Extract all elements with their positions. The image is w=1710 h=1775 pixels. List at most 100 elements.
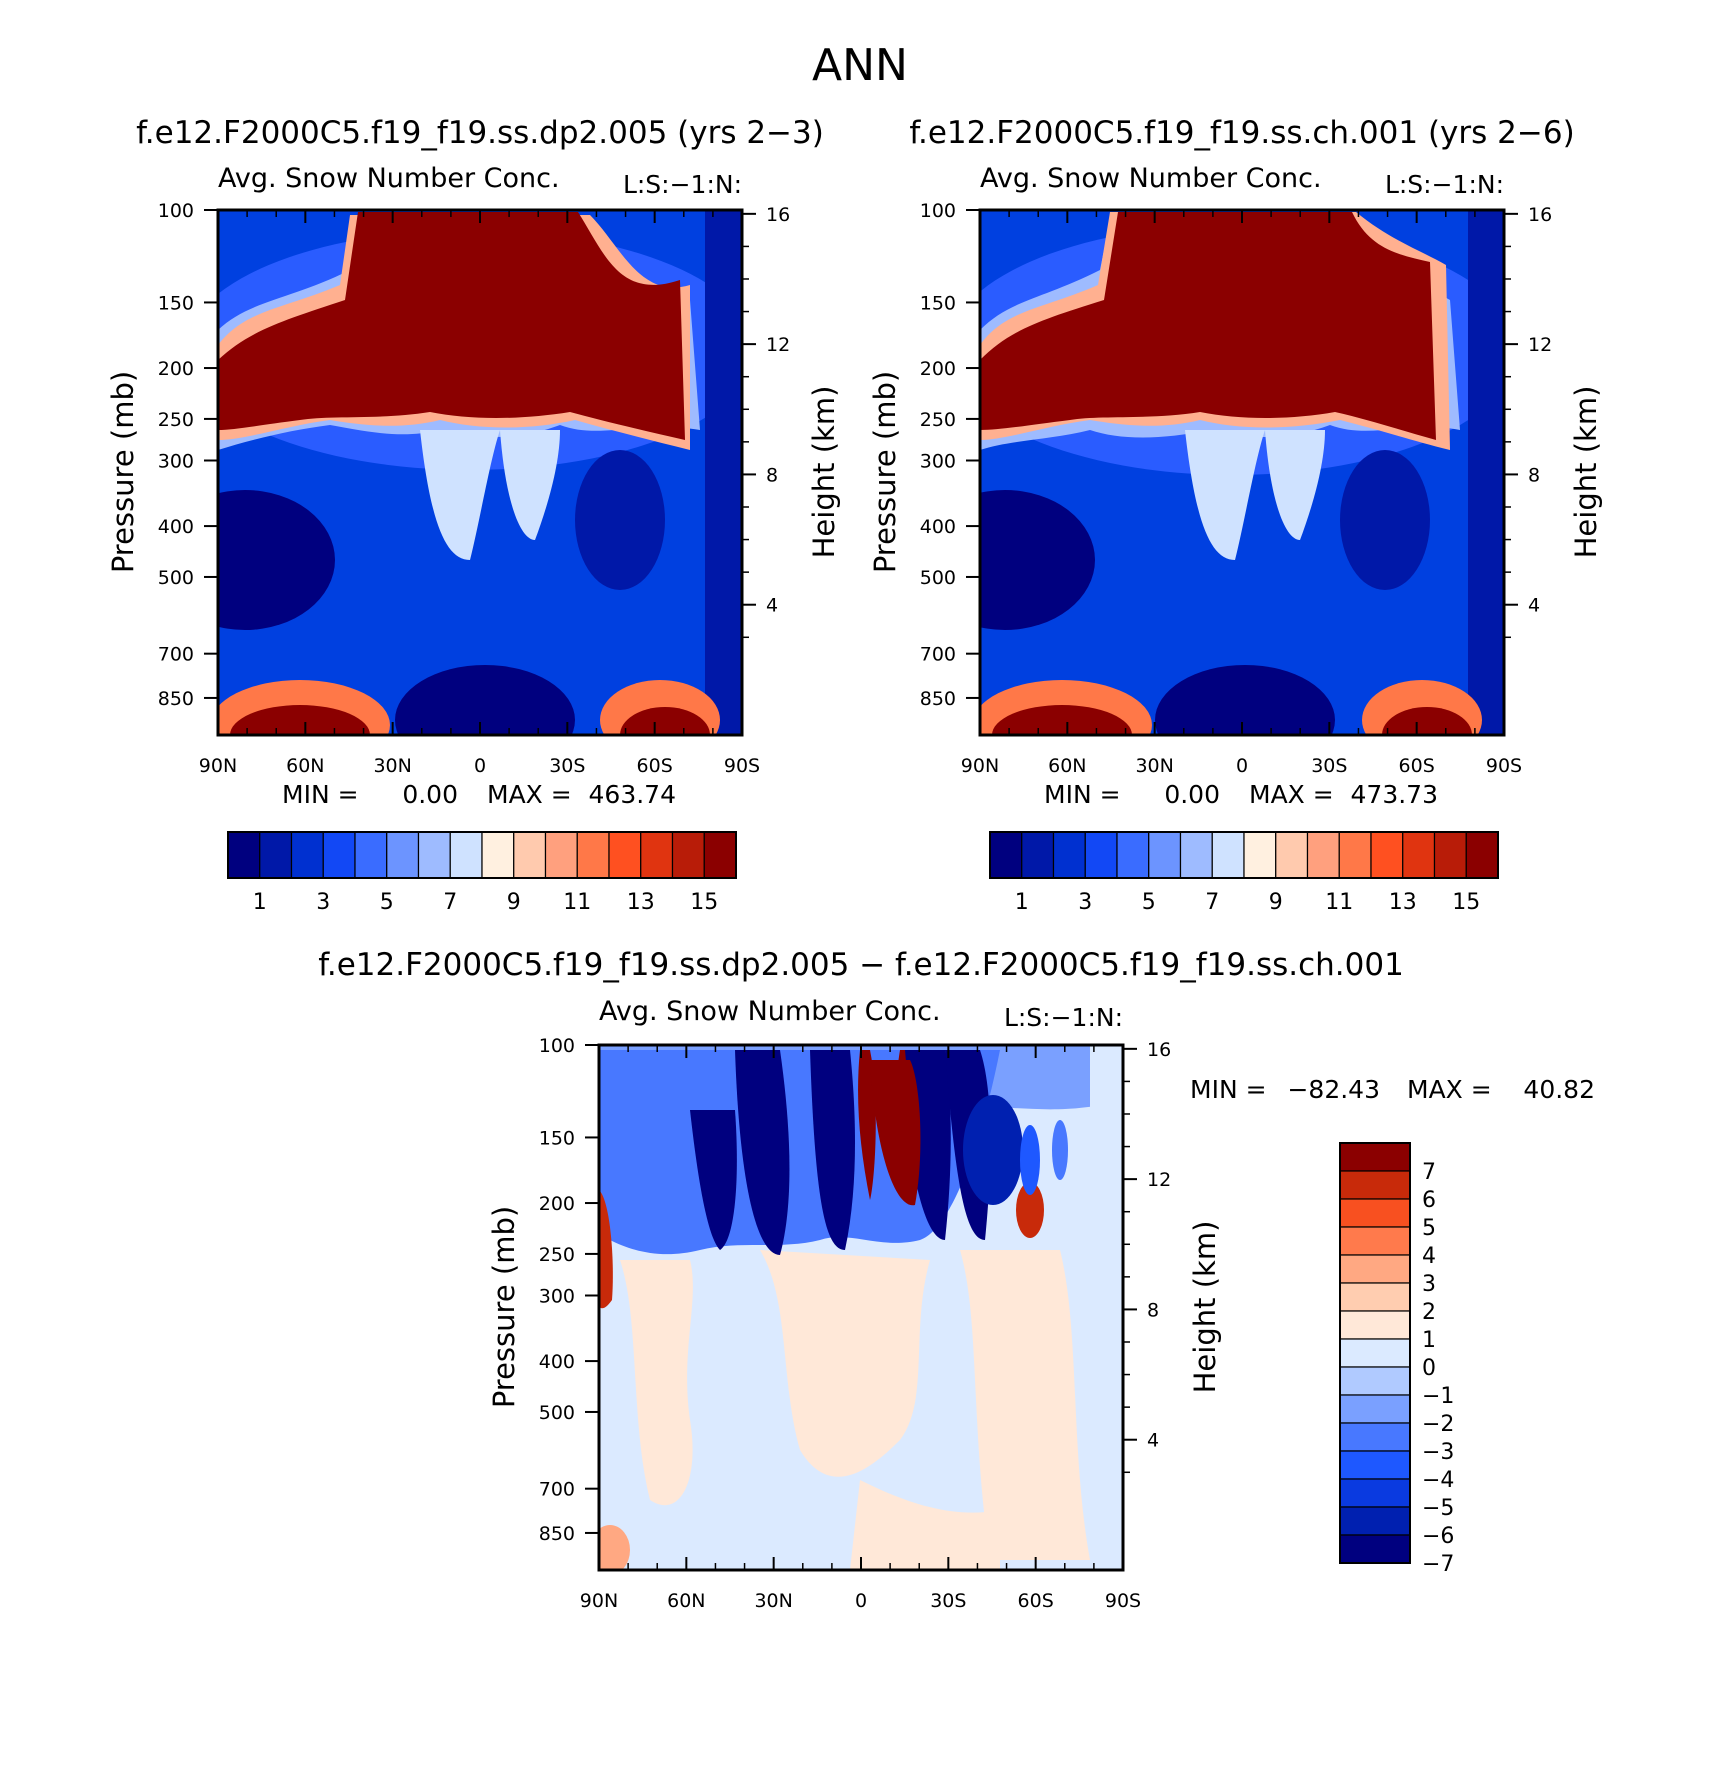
colorbar-swatch — [513, 831, 547, 879]
colorbar-swatch — [227, 831, 261, 879]
colorbar-label: 3 — [1422, 1272, 1436, 1297]
panel-subtitle: Avg. Snow Number Conc. — [218, 163, 560, 194]
colorbar-label: −2 — [1422, 1412, 1454, 1437]
x-tick-label: 90N — [580, 1590, 618, 1612]
x-tick-label: 60N — [1048, 755, 1086, 777]
colorbar-label: 5 — [380, 890, 394, 915]
colorbar-swatch — [1339, 1310, 1411, 1340]
heatmap-field — [218, 210, 742, 735]
panel-test: f.e12.F2000C5.f19_f19.ss.ch.001 (yrs 2−6… — [868, 115, 1603, 915]
x-tick-label: 60S — [1399, 755, 1435, 777]
max-value: 463.74 — [589, 780, 676, 809]
colorbar-label: 9 — [1269, 890, 1283, 915]
colorbar-label: 4 — [1422, 1244, 1436, 1269]
y-tick-label: 400 — [539, 1351, 575, 1373]
y-tick-label: 100 — [920, 200, 956, 222]
colorbar-swatch — [1339, 1422, 1411, 1452]
y-axis-label: Pressure (mb) — [487, 1206, 521, 1408]
colorbar-label: 6 — [1422, 1188, 1436, 1213]
colorbar-label: 3 — [1078, 890, 1092, 915]
colorbar-label: 7 — [1205, 890, 1219, 915]
panel-subtitle: Avg. Snow Number Conc. — [980, 163, 1322, 194]
y-right-tick-label: 12 — [1147, 1169, 1171, 1191]
x-tick-label: 60S — [637, 755, 673, 777]
colorbar-swatch — [354, 831, 388, 879]
colorbar-label: 11 — [563, 890, 591, 915]
colorbar-swatch — [1339, 1170, 1411, 1200]
x-tick-label: 60S — [1018, 1590, 1054, 1612]
colorbar-swatch — [1339, 1394, 1411, 1424]
colorbar-label: 3 — [316, 890, 330, 915]
y-right-tick-label: 8 — [1147, 1299, 1159, 1321]
colorbar-swatch — [671, 831, 705, 879]
axes: 90N 60N 30N 0 30S 60S 90S 100 150 200 250 300 400 500… — [920, 200, 1552, 777]
colorbar-label: 9 — [507, 890, 521, 915]
y-right-tick-label: 12 — [766, 334, 790, 356]
heatmap-field — [599, 1045, 1123, 1570]
colorbar-label: −6 — [1422, 1524, 1454, 1549]
y-tick-label: 200 — [539, 1193, 575, 1215]
colorbar-label: 15 — [690, 890, 718, 915]
y-tick-label: 100 — [539, 1035, 575, 1057]
colorbar-label: 2 — [1422, 1300, 1436, 1325]
colorbar-frame — [989, 831, 1499, 879]
colorbar-swatch — [1465, 831, 1499, 879]
y-tick-label: 300 — [539, 1285, 575, 1307]
y-right-tick-label: 8 — [1528, 464, 1540, 486]
colorbar-frame — [1339, 1142, 1411, 1564]
colorbar-swatch — [449, 831, 483, 879]
x-tick-label: 30S — [549, 755, 585, 777]
y-axis-label: Pressure (mb) — [106, 371, 140, 573]
colorbar-swatch — [1433, 831, 1467, 879]
colorbar-swatch — [1339, 1282, 1411, 1312]
colorbar: 7 6 5 4 3 2 1 0 −1 −2 −3 −4 −5 −6 −7 — [1339, 1142, 1454, 1577]
y-tick-label: 150 — [539, 1127, 575, 1149]
colorbar-swatch — [290, 831, 324, 879]
x-tick-label: 0 — [1236, 755, 1248, 777]
heatmap-field — [980, 210, 1504, 735]
min-label: MIN = — [1044, 780, 1121, 809]
colorbar-swatch — [576, 831, 610, 879]
x-tick-label: 90S — [1486, 755, 1522, 777]
panel-subtitle-right: L:S:−1:N: — [623, 170, 742, 199]
min-value: −82.43 — [1287, 1075, 1380, 1104]
x-tick-label: 30N — [1135, 755, 1173, 777]
x-tick-label: 30N — [754, 1590, 792, 1612]
colorbar: 1 3 5 7 9 11 13 15 — [227, 831, 737, 915]
max-label: MAX = — [1249, 780, 1334, 809]
colorbar-label: 7 — [1422, 1160, 1436, 1185]
colorbar-swatch — [1339, 1478, 1411, 1508]
colorbar-swatch — [1339, 1506, 1411, 1536]
y-axis-label-right: Height (km) — [1569, 386, 1603, 559]
colorbar-swatch — [1339, 1450, 1411, 1480]
colorbar-swatch — [1338, 831, 1372, 879]
colorbar-label: −1 — [1422, 1384, 1454, 1409]
y-tick-label: 300 — [920, 450, 956, 472]
colorbar-swatch — [1306, 831, 1340, 879]
y-tick-label: 200 — [920, 358, 956, 380]
y-tick-label: 850 — [158, 688, 194, 710]
colorbar-label: 0 — [1422, 1356, 1436, 1381]
y-tick-label: 850 — [920, 688, 956, 710]
colorbar-swatch — [1275, 831, 1309, 879]
panel-difference: f.e12.F2000C5.f19_f19.ss.dp2.005 − f.e12… — [318, 947, 1595, 1612]
colorbar-label: −7 — [1422, 1552, 1454, 1577]
colorbar-swatch — [386, 831, 420, 879]
min-label: MIN = — [1190, 1075, 1267, 1104]
y-tick-label: 400 — [920, 516, 956, 538]
y-tick-label: 250 — [920, 409, 956, 431]
x-tick-label: 0 — [474, 755, 486, 777]
max-value: 473.73 — [1351, 780, 1438, 809]
colorbar-swatch — [417, 831, 451, 879]
panel-title: f.e12.F2000C5.f19_f19.ss.dp2.005 (yrs 2−… — [136, 115, 824, 151]
y-tick-label: 250 — [158, 409, 194, 431]
y-tick-label: 150 — [920, 292, 956, 314]
x-tick-label: 90S — [1105, 1590, 1141, 1612]
x-tick-label: 30N — [373, 755, 411, 777]
min-value: 0.00 — [1164, 780, 1220, 809]
min-value: 0.00 — [402, 780, 458, 809]
y-right-tick-label: 16 — [1147, 1039, 1171, 1061]
colorbar-label: 13 — [627, 890, 655, 915]
colorbar-swatch — [544, 831, 578, 879]
y-tick-label: 700 — [158, 644, 194, 666]
